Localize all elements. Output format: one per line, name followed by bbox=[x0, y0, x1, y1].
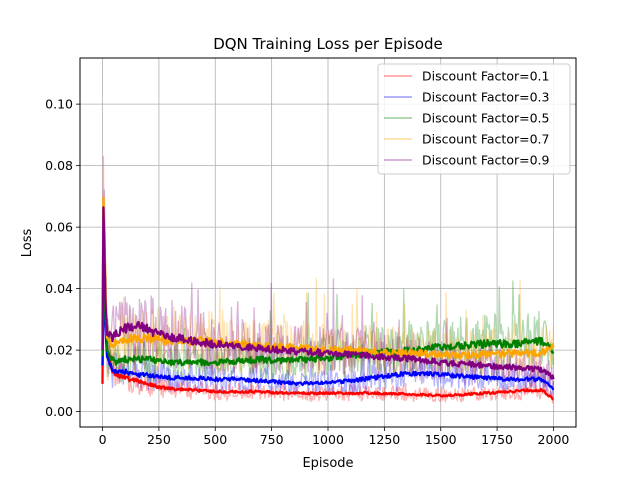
smoothed-line-series-2 bbox=[101, 278, 555, 391]
legend-label-5: Discount Factor=0.9 bbox=[422, 153, 550, 168]
x-tick-label: 0 bbox=[99, 432, 107, 447]
y-tick-label: 0.06 bbox=[45, 220, 73, 235]
legend-label-2: Discount Factor=0.3 bbox=[422, 90, 549, 105]
y-tick-label: 0.00 bbox=[45, 404, 73, 419]
smoothed-line-series-1 bbox=[101, 227, 554, 401]
legend-frame bbox=[377, 63, 571, 175]
x-tick-label: 250 bbox=[147, 432, 171, 447]
y-tick-label: 0.08 bbox=[45, 158, 73, 173]
legend-label-1: Discount Factor=0.1 bbox=[422, 69, 549, 84]
x-axis-label: Episode bbox=[302, 456, 353, 471]
x-tick-label: 500 bbox=[203, 432, 227, 447]
y-tick-label: 0.02 bbox=[45, 343, 73, 358]
x-tick-label: 1250 bbox=[368, 432, 400, 447]
legend-label-3: Discount Factor=0.5 bbox=[422, 111, 549, 126]
y-tick-label: 0.10 bbox=[45, 97, 73, 112]
x-tick-label: 1000 bbox=[312, 432, 344, 447]
y-axis: 0.00 0.02 0.04 0.06 0.08 0.10 bbox=[45, 97, 80, 419]
x-axis: 0 250 500 750 1000 1250 1500 1750 2000 bbox=[99, 427, 570, 447]
x-tick-label: 2000 bbox=[538, 432, 570, 447]
smoothed-series-layer bbox=[101, 196, 555, 401]
legend: Discount Factor=0.1 Discount Factor=0.3 Di… bbox=[377, 63, 571, 175]
smoothed-line-series-5 bbox=[101, 206, 555, 380]
x-tick-label: 1500 bbox=[425, 432, 457, 447]
x-tick-label: 750 bbox=[260, 432, 284, 447]
chart-title: DQN Training Loss per Episode bbox=[213, 35, 443, 53]
smoothed-line-series-3 bbox=[101, 251, 555, 367]
legend-label-4: Discount Factor=0.7 bbox=[422, 132, 549, 147]
y-axis-label: Loss bbox=[20, 229, 35, 258]
x-tick-label: 1750 bbox=[481, 432, 513, 447]
y-tick-label: 0.04 bbox=[45, 281, 73, 296]
